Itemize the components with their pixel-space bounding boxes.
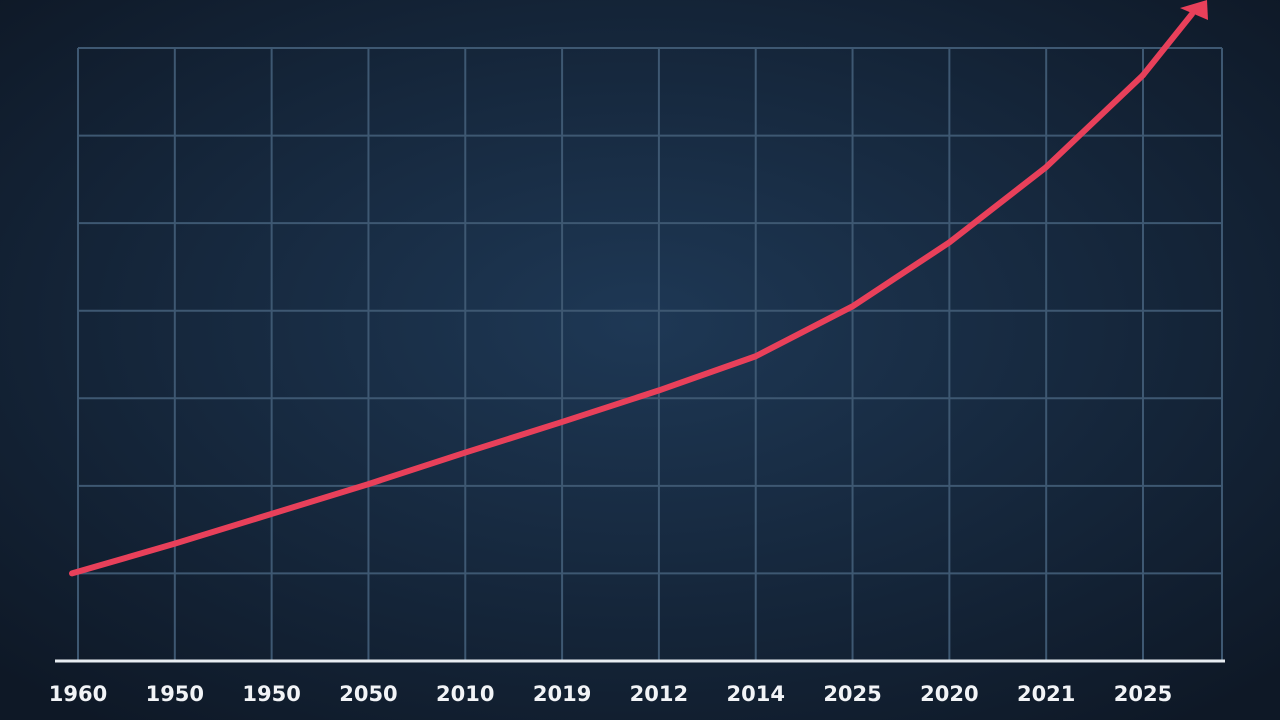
x-tick-label: 2021 (1017, 682, 1075, 706)
x-tick-label: 1950 (146, 682, 204, 706)
x-tick-label: 2014 (727, 682, 785, 706)
x-tick-label: 2050 (339, 682, 397, 706)
x-tick-label: 2025 (1114, 682, 1172, 706)
x-tick-label: 1950 (242, 682, 300, 706)
arrow-head (1180, 0, 1208, 20)
x-tick-label: 1960 (49, 682, 107, 706)
x-tick-label: 2010 (436, 682, 494, 706)
x-tick-label: 2019 (533, 682, 591, 706)
x-tick-label: 2020 (920, 682, 978, 706)
line (69, 72, 1146, 577)
arrow-shaft (1140, 11, 1195, 79)
x-tick-label: 2012 (630, 682, 688, 706)
x-tick-label: 2025 (823, 682, 881, 706)
